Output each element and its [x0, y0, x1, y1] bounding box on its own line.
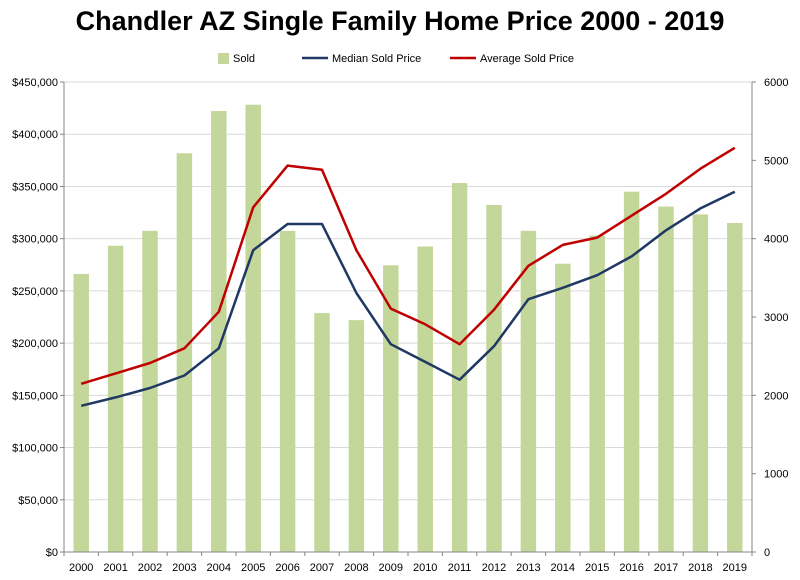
left-tick-label: $150,000 — [12, 390, 58, 402]
bar-sold-2012 — [486, 204, 502, 552]
bar-sold-2000 — [73, 273, 89, 552]
right-tick-label: 3000 — [764, 312, 788, 324]
bar-sold-2010 — [417, 246, 433, 552]
left-tick-label: $350,000 — [12, 181, 58, 193]
x-tick-label: 2018 — [688, 562, 712, 574]
x-tick-label: 2012 — [482, 562, 506, 574]
x-tick-label: 2009 — [379, 562, 403, 574]
right-tick-label: 6000 — [764, 77, 788, 89]
legend-label-median-sold-price: Median Sold Price — [332, 53, 421, 65]
bar-sold-2011 — [451, 183, 468, 553]
bar-sold-2014 — [555, 263, 571, 552]
left-tick-label: $0 — [46, 547, 58, 559]
x-tick-label: 2004 — [207, 562, 231, 574]
legend-swatch-sold — [218, 53, 229, 64]
legend-label-average-sold-price: Average Sold Price — [480, 53, 574, 65]
bar-sold-2019 — [727, 223, 743, 552]
bar-sold-2005 — [245, 104, 261, 552]
left-tick-label: $300,000 — [12, 234, 58, 246]
legend-label-sold: Sold — [233, 53, 255, 65]
bar-sold-2002 — [142, 230, 158, 553]
x-tick-label: 2000 — [69, 562, 93, 574]
x-tick-label: 2008 — [344, 562, 368, 574]
bar-sold-2017 — [658, 206, 674, 553]
line-average-sold-price — [80, 146, 736, 385]
bar-sold-2015 — [589, 235, 605, 553]
left-tick-label: $100,000 — [12, 443, 58, 455]
x-tick-label: 2003 — [172, 562, 196, 574]
right-tick-label: 2000 — [764, 390, 788, 402]
x-tick-label: 2017 — [654, 562, 678, 574]
x-tick-label: 2002 — [138, 562, 162, 574]
bar-sold-2018 — [692, 214, 709, 552]
right-tick-label: 1000 — [764, 469, 788, 481]
bar-sold-2016 — [623, 191, 640, 552]
x-tick-label: 2019 — [723, 562, 747, 574]
bar-sold-2003 — [176, 153, 193, 553]
bar-sold-2006 — [279, 230, 296, 553]
x-tick-label: 2010 — [413, 562, 437, 574]
x-tick-label: 2001 — [103, 562, 127, 574]
right-tick-label: 5000 — [764, 155, 788, 167]
bar-sold-2001 — [107, 245, 124, 552]
left-tick-label: $400,000 — [12, 129, 58, 141]
x-tick-label: 2007 — [310, 562, 334, 574]
x-tick-label: 2016 — [619, 562, 643, 574]
x-tick-label: 2014 — [551, 562, 575, 574]
left-tick-label: $200,000 — [12, 338, 58, 350]
left-tick-label: $450,000 — [12, 77, 58, 89]
chart-title: Chandler AZ Single Family Home Price 200… — [75, 6, 725, 36]
left-tick-label: $250,000 — [12, 286, 58, 298]
x-tick-label: 2006 — [275, 562, 299, 574]
x-tick-label: 2013 — [516, 562, 540, 574]
bar-sold-2013 — [520, 230, 537, 553]
left-tick-label: $50,000 — [18, 495, 58, 507]
bar-sold-2004 — [211, 110, 227, 552]
x-tick-label: 2011 — [448, 562, 472, 574]
x-tick-label: 2015 — [585, 562, 609, 574]
bar-sold-2008 — [348, 320, 365, 552]
x-tick-label: 2005 — [241, 562, 265, 574]
right-tick-label: 4000 — [764, 234, 788, 246]
line-median-sold-price — [80, 190, 736, 408]
bar-sold-2007 — [314, 313, 330, 552]
right-tick-label: 0 — [764, 547, 770, 559]
